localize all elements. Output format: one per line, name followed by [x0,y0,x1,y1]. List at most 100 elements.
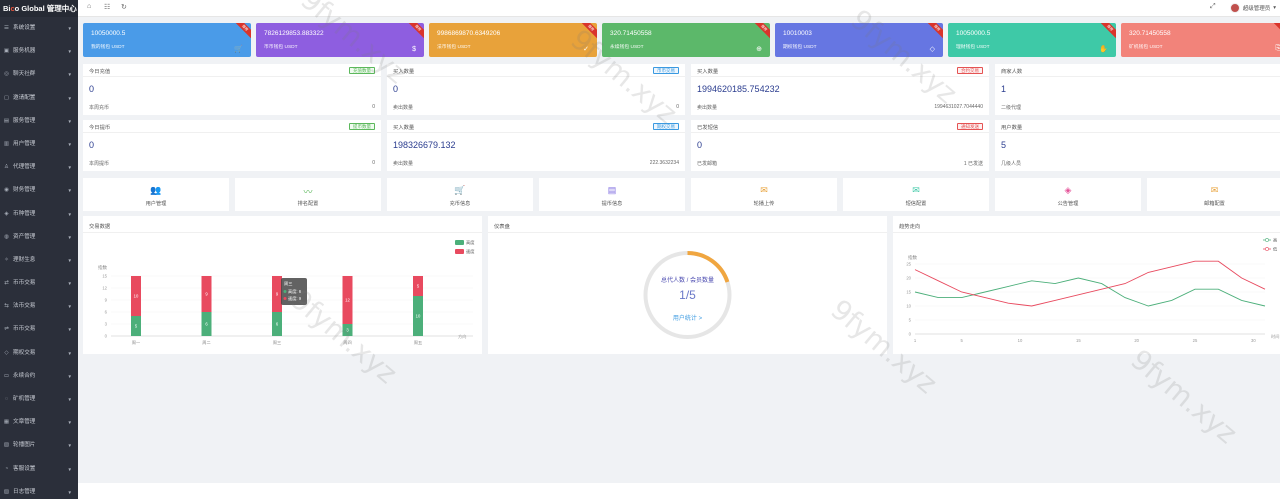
chevron-down-icon: ▼ [67,420,72,426]
sidebar-item-label: 日志管理 [13,488,36,495]
quick-link[interactable]: 👥 用户管理 [83,178,229,211]
series-line[interactable] [914,260,1266,307]
sidebar-item[interactable]: ◇ 期权交易 ▼ [0,342,78,365]
quick-link[interactable]: ▤ 提币信息 [539,178,685,211]
logo-text: o Global 管理中心 [14,4,77,13]
refresh-icon[interactable]: ↻ [121,4,127,11]
sidebar-item[interactable]: ⇄ 币币交易 ▼ [0,272,78,295]
bar[interactable] [413,296,423,336]
legend-label[interactable]: 高 [1273,237,1277,244]
sidebar-item[interactable]: ◈ 币种管理 ▼ [0,203,78,226]
app-logo[interactable]: Bico Global 管理中心 [0,0,78,17]
x-tick-label: 周三 [273,340,281,346]
home-icon[interactable]: ⌂ [87,3,92,10]
legend-label[interactable]: 高度 [466,239,475,246]
chevron-down-icon: ▾ [1273,5,1276,11]
wallet-card[interactable]: 7826129853.883322 币币钱包 USDT $ 推荐 [256,23,424,57]
sidebar: Bico Global 管理中心 ☰ 系统设置 ▼ ▣ 服务机器 ▼ ◎ 聊天社群 ▼ ▢ 邀请配置… [0,0,78,499]
sidebar-item[interactable]: ▧ 轮播图片 ▼ [0,434,78,457]
quick-link[interactable]: ✉ 邮箱配置 [1147,178,1280,211]
stat-sub-label: 二级代理 [1001,105,1022,111]
wallet-icon: ⎘ [1275,45,1280,52]
sidebar-item[interactable]: ⇌ 币币交易 ▼ [0,318,78,341]
sidebar-item[interactable]: ◔ 客服设置 ▼ [0,458,78,481]
sidebar-item-label: 币种管理 [13,210,36,217]
sidebar-item[interactable]: ▦ 文章管理 ▼ [0,411,78,434]
stat-value: 198326679.132 [393,140,456,150]
sidebar-item[interactable]: ◍ 资产管理 ▼ [0,226,78,249]
avatar [1229,3,1240,13]
fullscreen-icon[interactable]: ⤢ [1210,3,1216,10]
y-tick-label: 0 [909,332,912,337]
sidebar-item[interactable]: ☰ 系统设置 ▼ [0,17,78,40]
sidebar-item[interactable]: ▢ 邀请配置 ▼ [0,87,78,110]
chevron-down-icon: ▼ [67,281,72,287]
bar[interactable] [272,312,282,336]
wallet-card[interactable]: 10050000.5 我的钱包 USDT 🛒 推荐 [83,23,251,57]
bar[interactable] [342,324,353,336]
wallet-card[interactable]: 320.71450558 矿机钱包 USDT ⎘ 推荐 [1121,23,1280,57]
footer [78,483,1280,499]
quick-link[interactable]: ◈ 公告管理 [995,178,1141,211]
wallet-card[interactable]: 320.71450558 永续钱包 USDT ⊕ 推荐 [602,23,770,57]
gauge-link[interactable]: 用户统计 > [673,314,703,322]
sidebar-item-label: 理财生息 [13,256,36,263]
sidebar-item-label: 轮播图片 [13,442,36,449]
bar[interactable] [342,276,353,324]
line-chart-panel: 趋势走向 指数 0 5 10 15 20 25 1 5 10 15 20 25 30 时间高低 [893,216,1280,354]
stat-value: 1 [1001,84,1007,94]
sidebar-item[interactable]: ◉ 财务管理 ▼ [0,179,78,202]
quick-link-label: 排名配置 [297,201,319,207]
menu-icon: ⇆ [4,303,9,310]
legend-label[interactable]: 速度 [466,248,475,255]
wallet-label: 期权钱包 USDT [783,45,817,50]
quick-link-label: 充币信息 [449,201,471,207]
y-tick-label: 25 [906,262,911,267]
divider [893,232,1280,233]
sidebar-item[interactable]: ✧ 理财生息 ▼ [0,249,78,272]
sidebar-item[interactable]: ▭ 永续合约 ▼ [0,365,78,388]
quick-link-icon: ✉ [760,185,768,195]
sidebar-item-label: 聊天社群 [13,71,36,78]
bar-data-label: 9 [205,292,208,297]
user-menu[interactable]: 超级管理员 ▾ [1229,3,1276,13]
sidebar-item[interactable]: ▨ 日志管理 ▼ [0,481,78,499]
stat-panel: 用户数量 5 几级人员 [995,120,1280,171]
x-tick-label: 周二 [202,340,210,346]
wallet-value: 10050000.5 [91,30,126,37]
bar[interactable] [272,276,282,312]
status-badge: 充值数量 [349,67,375,74]
divider [995,132,1280,133]
wallet-card[interactable]: 10010003 期权钱包 USDT ◇ 推荐 [775,23,943,57]
sidebar-item[interactable]: ▤ 服务管理 ▼ [0,110,78,133]
bar[interactable] [131,316,141,336]
stat-sub-value: 1 已发送 [963,161,983,167]
sidebar-item[interactable]: ▣ 服务机器 ▼ [0,40,78,63]
wallet-value: 7826129853.883322 [264,30,324,37]
x-tick-label: 周四 [343,340,351,346]
sidebar-item[interactable]: ⇆ 法币交易 ▼ [0,295,78,318]
chevron-down-icon: ▼ [67,304,72,310]
sidebar-item[interactable]: ♙ 代理管理 ▼ [0,156,78,179]
content-background [78,358,1280,483]
menu-toggle-icon[interactable]: ☷ [104,4,111,11]
chevron-down-icon: ▼ [67,489,72,495]
quick-link[interactable]: ✉ 短信配置 [843,178,989,211]
sidebar-item[interactable]: ▥ 用户管理 ▼ [0,133,78,156]
wallet-card[interactable]: 9986869870.6349206 法币钱包 USDT ✓ 推荐 [429,23,597,57]
quick-link[interactable]: 🛒 充币信息 [387,178,533,211]
menu-icon: ▦ [3,419,10,426]
quick-link-icon: ▤ [607,185,617,195]
stat-sub-label: 几级人员 [1001,161,1022,167]
wallet-card[interactable]: 10050000.5 理财钱包 USDT ✋ 推荐 [948,23,1116,57]
legend-label[interactable]: 低 [1273,246,1278,253]
quick-link[interactable]: 〰排名配置 [235,178,381,211]
bar[interactable] [131,276,141,316]
sidebar-item[interactable]: ◎ 聊天社群 ▼ [0,63,78,86]
quick-link-icon: 🛒 [454,185,466,195]
sidebar-item[interactable]: ◌ 矿机管理 ▼ [0,388,78,411]
bar[interactable] [201,312,212,336]
bar[interactable] [201,276,212,312]
bar[interactable] [413,276,423,296]
quick-link[interactable]: ✉ 轮播上传 [691,178,837,211]
